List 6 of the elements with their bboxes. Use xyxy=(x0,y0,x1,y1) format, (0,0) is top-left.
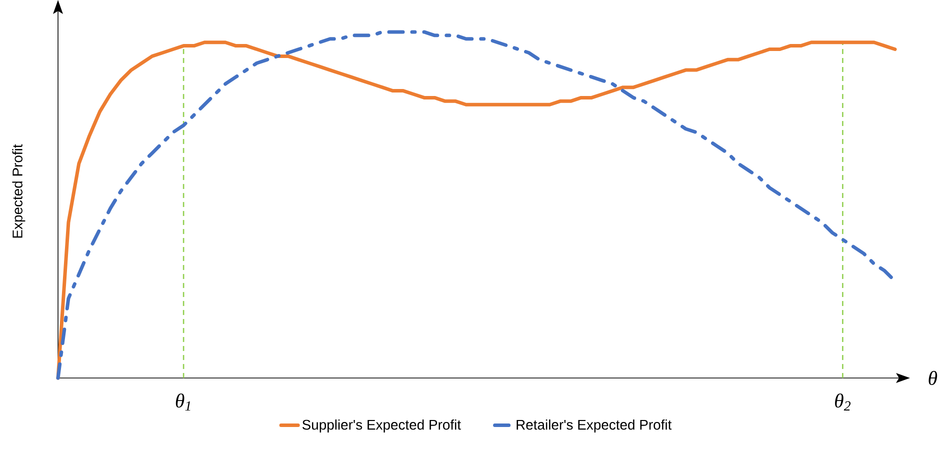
legend-label: Supplier's Expected Profit xyxy=(302,419,461,432)
x-axis-title: θ xyxy=(928,370,938,386)
y-axis-title: Expected Profit xyxy=(12,144,26,238)
x-tick-label: θ$_{2}$ xyxy=(835,394,851,411)
x-tick-label: θ$_{1}$ xyxy=(176,394,190,411)
legend-label: Retailer's Expected Profit xyxy=(516,419,672,432)
